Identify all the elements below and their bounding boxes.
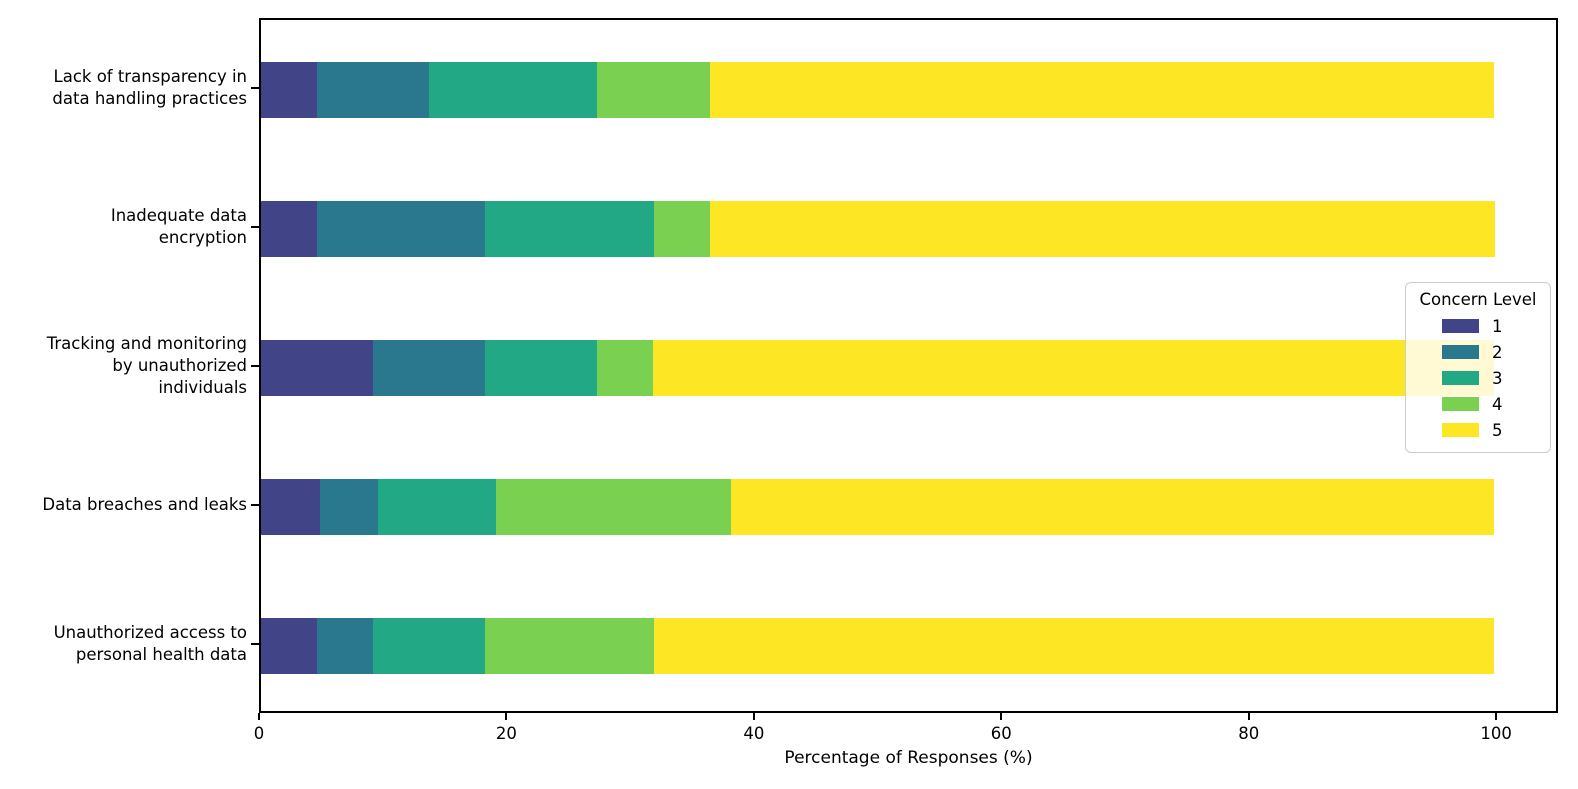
y-axis-category-label: Unauthorized access to personal health d… bbox=[53, 622, 247, 664]
y-axis-category-label: Lack of transparency in data handling pr… bbox=[52, 66, 247, 108]
bar-segment-level-4 bbox=[653, 200, 710, 257]
bar-segment-level-5 bbox=[653, 617, 1495, 674]
legend-entry-label: 4 bbox=[1492, 394, 1503, 414]
y-tick-mark bbox=[251, 86, 259, 89]
y-tick-mark bbox=[251, 225, 259, 228]
legend-swatch bbox=[1442, 371, 1479, 385]
y-axis-category-label: Data breaches and leaks bbox=[42, 494, 247, 514]
bar-segment-level-5 bbox=[709, 200, 1495, 257]
bar-segment-level-4 bbox=[597, 339, 654, 396]
bar-segment-level-2 bbox=[317, 61, 430, 118]
legend-swatch bbox=[1442, 319, 1479, 333]
legend-entry: 3 bbox=[1414, 365, 1542, 391]
legend-title: Concern Level bbox=[1419, 290, 1537, 309]
bar-segment-level-3 bbox=[373, 617, 486, 674]
bar-row bbox=[261, 339, 1556, 396]
x-tick-label: 20 bbox=[495, 724, 517, 743]
x-tick-mark bbox=[1495, 713, 1498, 720]
x-tick-mark bbox=[1000, 713, 1003, 720]
legend-entry: 1 bbox=[1414, 313, 1542, 339]
bar-segment-level-2 bbox=[317, 617, 374, 674]
legend-entry-label: 1 bbox=[1492, 316, 1503, 336]
y-axis-category-label: Inadequate data encryption bbox=[110, 205, 247, 247]
plot-area bbox=[259, 18, 1558, 713]
legend-entry: 2 bbox=[1414, 339, 1542, 365]
y-tick-mark bbox=[251, 642, 259, 645]
legend-entry-label: 2 bbox=[1492, 342, 1503, 362]
x-tick-label: 40 bbox=[743, 724, 765, 743]
legend-swatch bbox=[1442, 345, 1479, 359]
legend-swatch bbox=[1442, 423, 1479, 437]
legend-entry-label: 5 bbox=[1492, 420, 1503, 440]
bar-segment-level-4 bbox=[495, 478, 731, 535]
bar-segment-level-1 bbox=[261, 617, 318, 674]
bar-segment-level-2 bbox=[317, 200, 486, 257]
x-tick-label: 80 bbox=[1238, 724, 1260, 743]
bar-row bbox=[261, 61, 1556, 118]
bar-segment-level-3 bbox=[429, 61, 598, 118]
bar-segment-level-2 bbox=[319, 478, 379, 535]
x-tick-mark bbox=[1247, 713, 1250, 720]
legend-entry: 5 bbox=[1414, 417, 1542, 443]
legend-entry-label: 3 bbox=[1492, 368, 1503, 388]
y-tick-mark bbox=[251, 503, 259, 506]
x-tick-label: 0 bbox=[253, 724, 265, 743]
bar-segment-level-5 bbox=[730, 478, 1495, 535]
legend: Concern Level 1 2 3 4 5 bbox=[1405, 282, 1551, 453]
y-axis-category-label: Tracking and monitoring by unauthorized … bbox=[46, 333, 247, 397]
bar-segment-level-3 bbox=[485, 339, 598, 396]
legend-entries: 1 2 3 4 5 bbox=[1414, 313, 1542, 443]
bar-segment-level-3 bbox=[378, 478, 496, 535]
bar-segment-level-1 bbox=[261, 200, 318, 257]
plot-canvas bbox=[261, 20, 1556, 711]
x-tick-mark bbox=[258, 713, 260, 720]
bar-segment-level-4 bbox=[597, 61, 710, 118]
bar-row bbox=[261, 200, 1556, 257]
bar-row bbox=[261, 617, 1556, 674]
legend-entry: 4 bbox=[1414, 391, 1542, 417]
x-tick-mark bbox=[752, 713, 755, 720]
bar-segment-level-4 bbox=[485, 617, 654, 674]
bar-segment-level-5 bbox=[709, 61, 1495, 118]
bar-segment-level-2 bbox=[373, 339, 486, 396]
bar-row bbox=[261, 478, 1556, 535]
bar-segment-level-1 bbox=[261, 478, 320, 535]
bar-segment-level-3 bbox=[485, 200, 654, 257]
x-tick-label: 60 bbox=[990, 724, 1012, 743]
bar-segment-level-1 bbox=[261, 339, 374, 396]
bar-segment-level-1 bbox=[261, 61, 318, 118]
x-tick-label: 100 bbox=[1480, 724, 1512, 743]
bar-segment-level-5 bbox=[653, 339, 1495, 396]
y-tick-mark bbox=[251, 364, 259, 367]
legend-swatch bbox=[1442, 397, 1479, 411]
x-tick-mark bbox=[505, 713, 508, 720]
x-axis-label: Percentage of Responses (%) bbox=[784, 748, 1033, 768]
